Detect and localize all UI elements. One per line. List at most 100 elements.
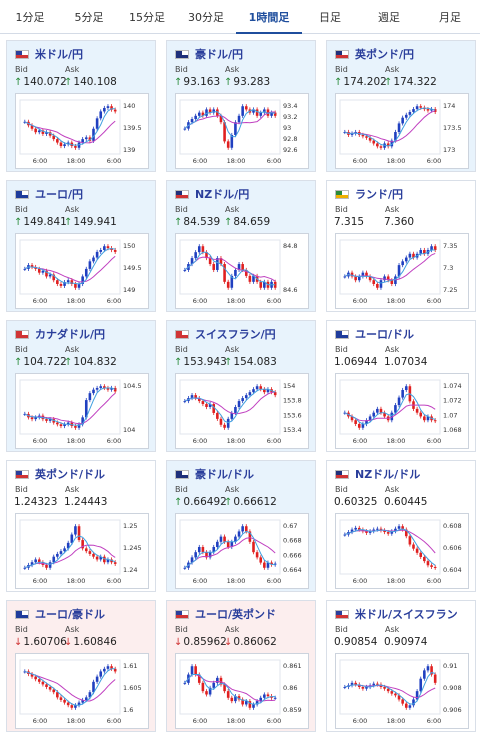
x-tick-label: 18:00 [67, 297, 86, 305]
rate-card[interactable]: ランド/円 Bid Ask 7.315 7.360 7.35 7.3 7.25 6:00 18:0… [326, 180, 476, 312]
rate-card[interactable]: ユーロ/英ポンド Bid Ask ↓0.85962 ↓0.86062 0.861 0.86 0… [166, 600, 316, 732]
y-tick-label: 173 [443, 146, 455, 154]
pair-name[interactable]: NZドル/円 [195, 188, 250, 201]
candlestick-chart[interactable]: 150 149.5 149 6:00 18:00 6:00 [15, 233, 149, 309]
pair-name[interactable]: カナダドル/円 [35, 328, 106, 341]
candlestick-chart[interactable]: 0.608 0.606 0.604 6:00 18:00 6:00 [335, 513, 469, 589]
candlestick-chart[interactable]: 0.67 0.668 0.666 0.664 6:00 18:00 6:00 [175, 513, 309, 589]
bid-value: ↑84.539 [174, 216, 220, 228]
x-tick-label: 6:00 [33, 297, 48, 305]
pair-name[interactable]: ランド/円 [355, 188, 404, 201]
candle-body [183, 269, 187, 271]
candlestick-chart[interactable]: 104.5 104 6:00 18:00 6:00 [15, 373, 149, 449]
candlestick-chart[interactable]: 1.61 1.605 1.6 6:00 18:00 6:00 [15, 653, 149, 729]
candle-body [212, 109, 216, 113]
tab-7[interactable]: 週足 [378, 11, 400, 24]
candlestick-chart[interactable]: 140 139.5 139 6:00 18:00 6:00 [15, 93, 149, 169]
candle-body [237, 264, 241, 270]
rate-card[interactable]: 米ドル/スイスフラン Bid Ask 0.90854 0.90974 0.91 0.908 0… [326, 600, 476, 732]
pair-name[interactable]: ユーロ/ドル [355, 328, 415, 341]
pair-name[interactable]: 英ポンド/ドル [35, 468, 106, 481]
candle-body [368, 137, 372, 141]
candle-body [226, 141, 230, 148]
candlestick-chart[interactable]: 1.25 1.245 1.24 6:00 18:00 6:00 [15, 513, 149, 589]
candle-body [45, 684, 48, 687]
x-tick-label: 6:00 [267, 577, 282, 585]
arrow-up-icon: ↑ [224, 217, 233, 228]
arrow-up-icon: ↑ [224, 497, 233, 508]
x-tick-label: 6:00 [427, 437, 442, 445]
candle-body [270, 112, 273, 116]
rate-card[interactable]: ユーロ/円 Bid Ask ↑149.841 ↑149.941 150 149.5 149 6:… [6, 180, 156, 312]
candlestick-chart[interactable]: 154 153.8 153.6 153.4 6:00 18:00 6:00 [175, 373, 309, 449]
pair-name[interactable]: 米ドル/円 [35, 48, 84, 61]
candle-body [110, 387, 113, 390]
rate-card[interactable]: ユーロ/ドル Bid Ask 1.06944 1.07034 1.074 1.072 1.07… [326, 320, 476, 452]
x-tick-label: 6:00 [193, 577, 208, 585]
flag-icon [335, 49, 349, 59]
ma-long-line [24, 544, 116, 569]
candle-body [48, 419, 52, 421]
candle-body [383, 412, 386, 417]
ma-short-line [344, 249, 436, 284]
rate-card[interactable]: 英ポンド/ドル Bid Ask 1.24323 1.24443 1.25 1.245 1.24… [6, 460, 156, 592]
candle-body [99, 671, 103, 677]
candlestick-chart[interactable]: 0.861 0.86 0.859 6:00 18:00 6:00 [175, 653, 309, 729]
candlestick-chart[interactable]: 0.91 0.908 0.906 6:00 18:00 6:00 [335, 653, 469, 729]
candle-body [376, 283, 379, 288]
candle-body [205, 691, 208, 695]
tab-1[interactable]: 1分足 [15, 11, 45, 24]
candle-body [234, 269, 237, 276]
pair-name[interactable]: 英ポンド/円 [355, 48, 415, 61]
candle-body [45, 132, 48, 134]
pair-name[interactable]: 米ドル/スイスフラン [355, 608, 458, 621]
rate-card[interactable]: 豪ドル/円 Bid Ask ↑93.163 ↑93.283 93.4 93.2 93 92.8 9… [166, 40, 316, 172]
candle-body [426, 666, 430, 671]
pair-name[interactable]: NZドル/ドル [355, 468, 421, 481]
ma-long-line [184, 111, 276, 129]
candlestick-chart[interactable]: 1.074 1.072 1.07 1.068 6:00 18:00 6:00 [335, 373, 469, 449]
rate-card[interactable]: NZドル/円 Bid Ask ↑84.539 ↑84.659 84.8 84.6 6:00 18… [166, 180, 316, 312]
candle-body [404, 529, 408, 537]
rate-card[interactable]: ユーロ/豪ドル Bid Ask ↓1.60706 ↓1.60846 1.61 1.605 1.… [6, 600, 156, 732]
tab-6[interactable]: 日足 [319, 11, 341, 24]
rate-card[interactable]: 豪ドル/ドル Bid Ask ↑0.66492 ↑0.66612 0.67 0.668 0.6… [166, 460, 316, 592]
rate-card[interactable]: 米ドル/円 Bid Ask ↑140.072 ↑140.108 140 139.5 139 6:… [6, 40, 156, 172]
bid-value-text: 1.60706 [23, 636, 67, 648]
bid-value-text: 93.163 [183, 76, 221, 88]
tab-8[interactable]: 月足 [439, 11, 461, 24]
candle-body [248, 275, 252, 282]
pair-title: 米ドル/円 [15, 47, 83, 61]
candlestick-chart[interactable]: 7.35 7.3 7.25 6:00 18:00 6:00 [335, 233, 469, 309]
rate-card[interactable]: 英ポンド/円 Bid Ask ↑174.202 ↑174.322 174 173.5 173 6… [326, 40, 476, 172]
tab-2[interactable]: 5分足 [74, 11, 104, 24]
rate-card[interactable]: スイスフラン/円 Bid Ask ↑153.943 ↑154.083 154 153.8 15… [166, 320, 316, 452]
pair-name[interactable]: 豪ドル/円 [195, 48, 244, 61]
candle-body [216, 258, 219, 270]
tab-5[interactable]: 1時間足 [236, 0, 302, 34]
pair-name[interactable]: スイスフラン/円 [195, 328, 276, 341]
x-tick-label: 6:00 [107, 437, 122, 445]
candlestick-chart[interactable]: 93.4 93.2 93 92.8 92.6 6:00 18:00 6:00 [175, 93, 309, 169]
tab-4[interactable]: 30分足 [188, 11, 224, 24]
pair-name[interactable]: ユーロ/円 [35, 188, 84, 201]
candlestick-chart[interactable]: 84.8 84.6 6:00 18:00 6:00 [175, 233, 309, 309]
candle-body [201, 246, 205, 253]
x-tick-label: 18:00 [67, 577, 86, 585]
ask-label: Ask [225, 625, 240, 634]
bid-value-text: 104.722 [23, 356, 67, 368]
candle-body [34, 417, 37, 420]
candlestick-chart[interactable]: 174 173.5 173 6:00 18:00 6:00 [335, 93, 469, 169]
pair-name[interactable]: ユーロ/豪ドル [35, 608, 106, 621]
rate-card[interactable]: NZドル/ドル Bid Ask 0.60325 0.60445 0.608 0.606 0.6… [326, 460, 476, 592]
pair-title: ユーロ/豪ドル [15, 607, 105, 621]
x-tick-label: 18:00 [387, 297, 406, 305]
ma-long-line [344, 252, 436, 281]
candle-body [394, 405, 397, 413]
pair-name[interactable]: 豪ドル/ドル [195, 468, 255, 481]
pair-name[interactable]: ユーロ/英ポンド [195, 608, 277, 621]
tab-3[interactable]: 15分足 [129, 11, 165, 24]
rate-card[interactable]: カナダドル/円 Bid Ask ↑104.722 ↑104.832 104.5 104 6:0… [6, 320, 156, 452]
candle-body [223, 684, 226, 692]
